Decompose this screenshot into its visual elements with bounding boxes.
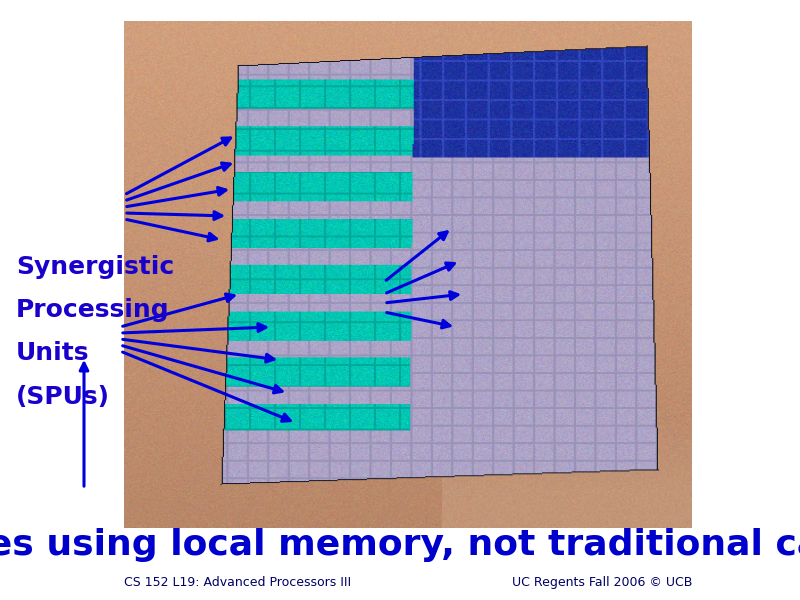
Text: (SPUs): (SPUs) <box>16 385 110 409</box>
Text: 8 cores using local memory, not traditional caches: 8 cores using local memory, not traditio… <box>0 528 800 562</box>
Text: Synergistic: Synergistic <box>16 255 174 279</box>
Text: CS 152 L19: Advanced Processors III: CS 152 L19: Advanced Processors III <box>124 576 351 589</box>
Text: UC Regents Fall 2006 © UCB: UC Regents Fall 2006 © UCB <box>512 576 692 589</box>
Text: Units: Units <box>16 341 90 365</box>
Text: Processing: Processing <box>16 298 170 322</box>
